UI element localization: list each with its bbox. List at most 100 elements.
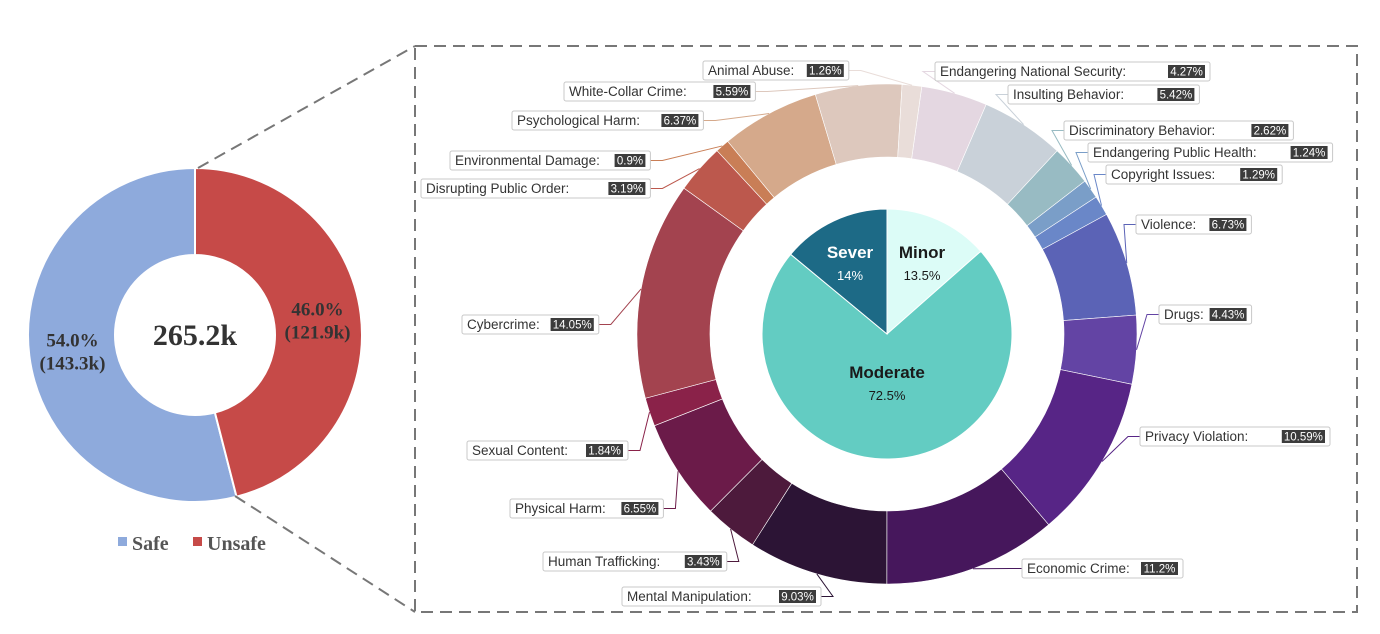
category-name: Sexual Content: [472,443,568,458]
label-insulting-behavior: Insulting Behavior: 5.42% [994,84,1200,125]
category-value: 3.43% [687,557,720,569]
zoom-connector-top [197,45,416,169]
category-name: Disrupting Public Order: [426,181,569,196]
category-labels: Endangering National Security: 4.27% Insul… [420,60,1334,607]
label-privacy-violation: Privacy Violation: 10.59% [1101,426,1331,462]
slice-percent-label: 54.0% [46,330,98,351]
category-name: Insulting Behavior: [1013,87,1124,102]
slice-unsafe [194,166,363,498]
category-name: Violence: [1141,217,1196,232]
label-box [420,178,651,199]
label-connector [816,573,834,597]
value-badge [1168,65,1205,78]
label-connector [1123,224,1136,264]
slice-safe [27,166,238,503]
category-name: Physical Harm: [515,501,606,516]
category-value: 0.9% [617,156,643,168]
legend-swatch-safe [118,537,127,546]
value-badge [1281,430,1325,443]
severity-percent-label: 14% [837,268,863,283]
category-name: Economic Crime: [1027,561,1130,576]
category-name: Cybercrime: [467,317,540,332]
label-discriminatory-behavior: Discriminatory Behavior: 2.62% [1051,120,1294,166]
category-name: Human Trafficking: [548,554,660,569]
category-value: 14.05% [553,320,592,332]
value-badge [1290,146,1328,159]
category-name: Drugs: [1164,307,1204,322]
value-badge [1141,562,1178,575]
category-name: White-Collar Crime: [569,84,687,99]
severity-percent-label: 72.5% [869,388,906,403]
label-disrupting-public-order: Disrupting Public Order: 3.19% [420,168,700,199]
label-connector [1101,436,1140,462]
label-connector [650,145,723,161]
label-connector [650,168,700,189]
label-economic-crime: Economic Crime: 11.2% [972,558,1184,579]
label-endangering-national-security: Endangering National Security: 4.27% [921,61,1211,94]
label-human-trafficking: Human Trafficking: 3.43% [542,528,740,572]
category-value: 10.59% [1284,432,1323,444]
value-badge [779,590,816,603]
label-connector [726,528,740,562]
slice-count-label: (121.9k) [285,323,351,344]
label-box [542,551,728,572]
category-value: 4.43% [1212,310,1245,322]
label-box [1007,84,1200,105]
value-badge [684,555,722,568]
value-badge [1209,308,1247,321]
category-value: 6.73% [1212,220,1245,232]
category-value: 1.26% [809,66,842,78]
severity-name-label: Minor [899,243,946,262]
value-badge [661,114,699,127]
label-box [934,61,1211,82]
label-connector [848,70,913,86]
label-box [449,150,651,171]
legend-swatch-unsafe [193,537,202,546]
label-white-collar-crime: White-Collar Crime: 5.59% [563,81,859,102]
label-box [563,81,756,102]
label-violence: Violence: 6.73% [1123,214,1252,264]
label-connector [1051,130,1073,166]
label-box [621,586,822,607]
label-connector [703,113,770,121]
slice-cybercrime [636,187,744,399]
label-mental-manipulation: Mental Manipulation: 9.03% [621,573,834,607]
label-connector [1093,174,1106,206]
slice-animal-abuse [897,84,923,160]
category-value: 2.62% [1254,126,1287,138]
label-connector [663,471,679,509]
label-connector [1075,152,1092,190]
value-badge [586,444,623,457]
value-badge [1157,88,1195,101]
value-badge [608,182,646,195]
label-connector [994,94,1024,125]
label-connector [755,85,859,92]
category-name: Discriminatory Behavior: [1069,123,1215,138]
category-value: 6.37% [664,116,697,128]
category-name: Endangering National Security: [940,64,1126,79]
value-badge [550,318,594,331]
label-connector [598,288,642,325]
legend-label-unsafe: Unsafe [207,533,266,555]
label-connector [1136,314,1159,350]
category-name: Copyright Issues: [1111,167,1215,182]
value-badge [806,64,844,77]
safety-donut-chart: 54.0%(143.3k) 46.0%(121.9k) [27,166,363,503]
category-value: 1.24% [1293,148,1326,160]
total-count-label: 265.2k [153,319,238,352]
slice-sever [789,208,888,336]
label-copyright-issues: Copyright Issues: 1.29% [1093,164,1283,206]
slice-count-label: (143.3k) [39,353,105,374]
category-name: Mental Manipulation: [627,589,752,604]
label-box [511,110,704,131]
category-name: Privacy Violation: [1145,429,1248,444]
category-name: Psychological Harm: [517,113,640,128]
unsafe-breakdown-chart [636,83,1138,585]
label-endangering-public-health: Endangering Public Health: 1.24% [1075,142,1334,190]
value-badge [1251,124,1289,137]
label-physical-harm: Physical Harm: 6.55% [509,471,679,519]
label-sexual-content: Sexual Content: 1.84% [466,411,651,461]
value-badge [713,85,751,98]
category-value: 3.19% [611,184,644,196]
label-box [1063,120,1294,141]
